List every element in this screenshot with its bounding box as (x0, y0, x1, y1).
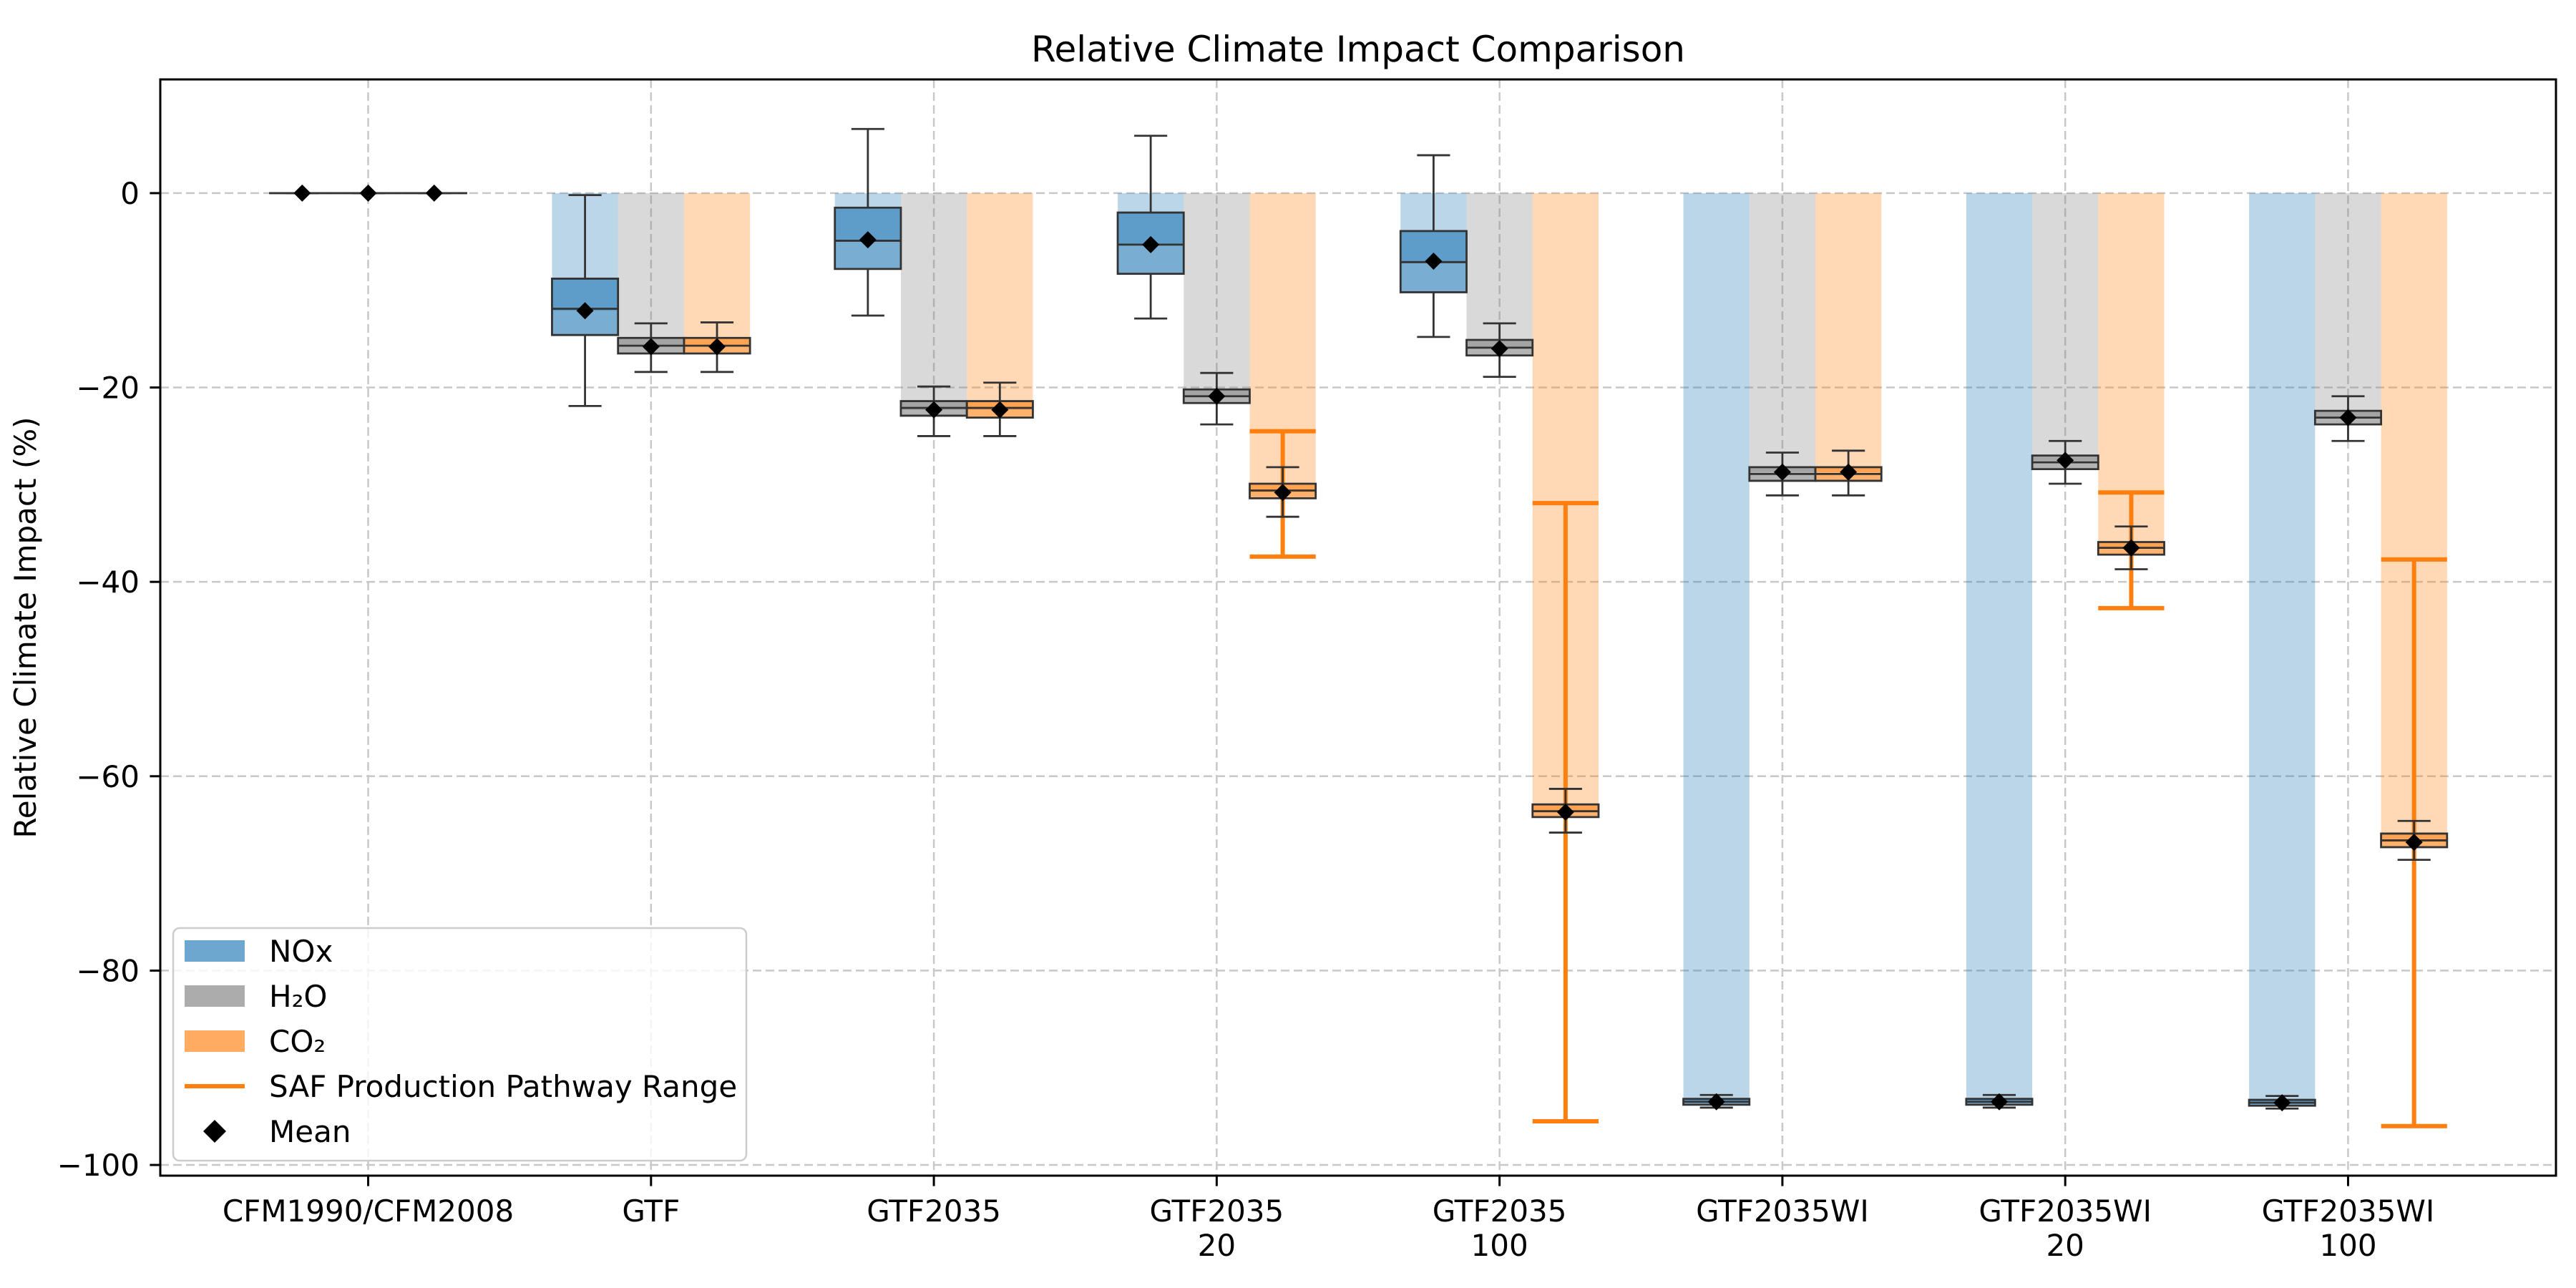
mean-marker-h2o-6 (2057, 452, 2074, 469)
x-tick-label: GTF2035WI (1696, 1194, 1869, 1229)
axes-frame (159, 78, 2557, 1177)
mean-marker-h2o-1 (642, 338, 660, 356)
legend-swatch-mean (203, 1120, 226, 1143)
legend-swatch-nox (185, 940, 245, 962)
bar-nox-6 (1966, 192, 2033, 1102)
bar-h2o-7 (2315, 192, 2381, 418)
mean-marker-h2o-4 (1491, 340, 1508, 358)
legend-label: H₂O (269, 979, 327, 1014)
x-tick-label: 20 (2046, 1228, 2084, 1263)
mean-marker-co2-7 (2405, 834, 2423, 852)
x-tick-label: 100 (1471, 1228, 1528, 1263)
mean-marker-nox-1 (576, 302, 594, 320)
mean-marker-nox-7 (2273, 1094, 2291, 1112)
x-tick-label: GTF2035 (867, 1194, 1001, 1229)
legend-label: SAF Production Pathway Range (269, 1069, 737, 1104)
mean-marker-nox-6 (1990, 1093, 2008, 1111)
y-tick-label: −20 (76, 371, 140, 406)
mean-marker-h2o-7 (2339, 409, 2357, 426)
bar-h2o-2 (900, 192, 967, 410)
y-tick-label: 0 (120, 176, 140, 211)
bar-nox-5 (1683, 192, 1750, 1102)
mean-marker-co2-1 (708, 338, 726, 356)
mean-marker-h2o-0 (359, 184, 377, 202)
bar-co2-2 (967, 192, 1033, 410)
bar-co2-5 (1815, 192, 1882, 472)
x-tick-label: GTF2035WI (1979, 1194, 2152, 1229)
bar-h2o-1 (618, 192, 684, 347)
x-tick-label: CFM1990/CFM2008 (223, 1194, 514, 1229)
bar-co2-1 (683, 192, 751, 347)
mean-marker-co2-4 (1556, 804, 1574, 821)
mean-marker-nox-4 (1425, 252, 1443, 270)
legend: NOx H₂O CO₂ SAF Production Pathway Range Mea… (172, 927, 748, 1162)
x-tick-label: 100 (2319, 1228, 2376, 1263)
x-tick-label: GTF (622, 1194, 680, 1229)
bar-h2o-6 (2032, 192, 2099, 461)
x-tick-label: 20 (1198, 1228, 1236, 1263)
y-axis-label: Relative Climate Impact (%) (8, 417, 43, 839)
mean-marker-co2-2 (991, 401, 1009, 419)
mean-marker-nox-2 (859, 231, 877, 249)
mean-marker-co2-3 (1274, 484, 1292, 502)
mean-marker-co2-6 (2122, 539, 2140, 557)
mean-marker-co2-0 (425, 184, 443, 202)
y-tick-label: −80 (76, 953, 140, 988)
legend-frame (172, 927, 748, 1162)
mean-marker-h2o-2 (925, 401, 943, 419)
mean-marker-h2o-3 (1208, 387, 1226, 405)
axes: 0 −20 −40 −60 −80 −100 CFM1990/CFM2008 GTF GTF20… (57, 78, 2557, 1263)
mean-marker-co2-5 (1840, 463, 1858, 481)
legend-label: Mean (269, 1114, 351, 1149)
x-tick-label: GTF2035 (1149, 1194, 1284, 1229)
mean-marker-nox-5 (1707, 1093, 1725, 1111)
x-tick-label: GTF2035 (1433, 1194, 1567, 1229)
legend-swatch-h2o (185, 985, 245, 1007)
y-tick-label: −40 (76, 565, 140, 600)
y-tick-label: −60 (76, 759, 140, 794)
grid (160, 79, 2556, 1176)
bar-nox-7 (2249, 192, 2316, 1103)
bar-co2-6 (2098, 192, 2165, 548)
legend-label: NOx (269, 934, 333, 969)
legend-swatch-co2 (185, 1030, 245, 1052)
plot-area: 0 −20 −40 −60 −80 −100 CFM1990/CFM2008 GTF GTF20… (57, 78, 2557, 1263)
mean-marker-h2o-5 (1773, 463, 1791, 481)
chart-title: Relative Climate Impact Comparison (1031, 29, 1685, 70)
x-tick-label: GTF2035WI (2262, 1194, 2435, 1229)
mean-marker-nox-0 (293, 184, 311, 202)
bar-h2o-3 (1184, 192, 1250, 396)
bar-h2o-5 (1749, 192, 1816, 472)
mean-markers (293, 184, 2423, 1112)
mean-marker-nox-3 (1142, 235, 1160, 253)
legend-label: CO₂ (269, 1024, 326, 1059)
y-tick-label: −100 (57, 1148, 140, 1183)
